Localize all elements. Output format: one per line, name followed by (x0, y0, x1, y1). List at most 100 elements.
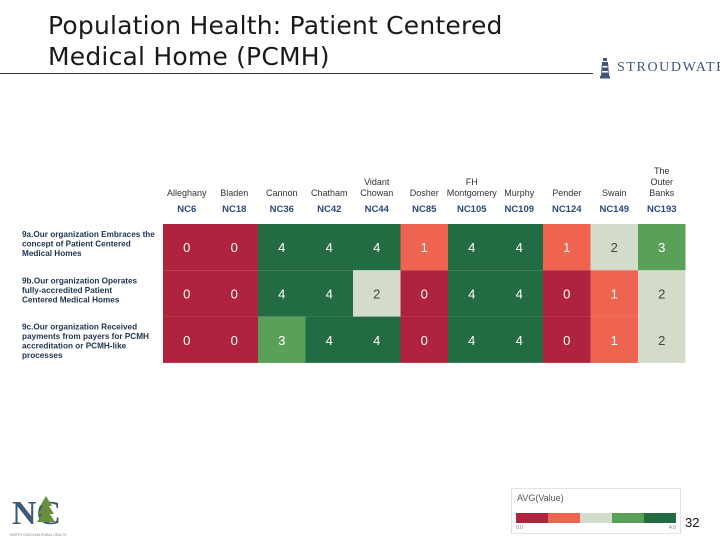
heatmap-value-r3-c3: 3 (278, 333, 285, 348)
heatmap-value-r3-c7: 4 (468, 333, 475, 348)
legend-title: AVG(Value) (517, 493, 564, 503)
heatmap-value-r3-c1: 0 (183, 333, 190, 348)
heatmap-value-r1-c6: 1 (421, 240, 428, 255)
nc-rural-health-logo: NC NORTH CAROLINA RURAL HEALTH (10, 492, 68, 543)
heatmap-value-r2-c6: 0 (421, 286, 428, 301)
heatmap-value-r2-c11: 2 (658, 286, 665, 301)
heatmap-cell-r3-c9 (543, 316, 591, 363)
legend-max-label: 4.0 (669, 525, 676, 531)
title-divider (0, 73, 593, 74)
column-name-nc193: The (654, 166, 670, 176)
heatmap-cell-r1-c10 (590, 224, 638, 271)
row-label-1: Medical Homes (22, 249, 82, 258)
heatmap-value-r1-c7: 4 (468, 240, 475, 255)
heatmap-cell-r3-c6 (400, 316, 448, 363)
row-label-3: 9c.Our organization Received (22, 323, 137, 332)
column-name-nc149: Swain (602, 188, 627, 198)
row-label-1: concept of Patient Centered (22, 240, 131, 249)
heatmap-cell-r2-c9 (543, 270, 591, 317)
slide-title-line-1: Population Health: Patient Centered (48, 11, 503, 40)
column-code-nc18: NC18 (222, 204, 246, 215)
heatmap-cell-r2-c4 (305, 270, 353, 317)
legend-swatch-0 (516, 513, 548, 523)
row-label-2: fully-accredited Patient (22, 286, 112, 295)
stroudwater-logo: STROUDWATER (598, 56, 720, 80)
heatmap-cell-r1-c1 (163, 224, 211, 271)
column-code-nc6: NC6 (177, 204, 196, 215)
heatmap-cell-r3-c7 (448, 316, 496, 363)
heatmap-value-r2-c8: 4 (516, 286, 523, 301)
column-name-nc6: Alleghany (167, 188, 207, 198)
heatmap-cell-r2-c1 (163, 270, 211, 317)
row-label-3: processes (22, 351, 63, 360)
heatmap-cell-r2-c8 (495, 270, 543, 317)
column-name-nc44: Chowan (360, 188, 393, 198)
heatmap-cell-r1-c6 (400, 224, 448, 271)
heatmap-cell-r1-c7 (448, 224, 496, 271)
legend-swatch-4 (644, 513, 676, 523)
column-code-nc105: NC105 (457, 204, 487, 215)
heatmap-value-r3-c8: 4 (516, 333, 523, 348)
row-label-2: Centered Medical Homes (22, 295, 120, 304)
heatmap-cell-r2-c3 (258, 270, 306, 317)
heatmap-value-r3-c11: 2 (658, 333, 665, 348)
heatmap-value-r2-c5: 2 (373, 286, 380, 301)
legend-swatch-3 (612, 513, 644, 523)
heatmap-cell-r3-c3 (258, 316, 306, 363)
slide-title-line-2: Medical Home (PCMH) (48, 42, 330, 71)
column-name-nc124: Pender (552, 188, 581, 198)
column-name-nc193: Outer (650, 177, 673, 187)
heatmap-value-r2-c10: 1 (611, 286, 618, 301)
heatmap-cell-r1-c2 (210, 224, 258, 271)
column-name-nc18: Bladen (220, 188, 248, 198)
heatmap-cell-r3-c2 (210, 316, 258, 363)
heatmap-cell-r3-c4 (305, 316, 353, 363)
column-code-nc85: NC85 (412, 204, 437, 215)
legend-swatch-1 (548, 513, 580, 523)
column-code-nc193: NC193 (647, 204, 677, 215)
heatmap-value-r2-c3: 4 (278, 286, 285, 301)
heatmap-value-r3-c2: 0 (231, 333, 238, 348)
slide-title: Population Health: Patient Centered Medi… (48, 10, 503, 72)
brand-name: STROUDWATER (617, 60, 720, 75)
row-label-3: accreditation or PCMH-like (22, 342, 127, 351)
page-number: 32 (685, 515, 700, 530)
heatmap-value-r3-c9: 0 (563, 333, 570, 348)
heatmap-value-r1-c9: 1 (563, 240, 570, 255)
column-name-nc105: FH (466, 177, 478, 187)
column-name-nc42: Chatham (311, 188, 348, 198)
lighthouse-icon (600, 58, 610, 79)
color-legend: AVG(Value) 0.0 4.0 (511, 488, 681, 534)
heatmap-cell-r2-c2 (210, 270, 258, 317)
heatmap-value-r2-c4: 4 (326, 286, 333, 301)
heatmap-value-r1-c4: 4 (326, 240, 333, 255)
heatmap-cell-r1-c3 (258, 224, 306, 271)
heatmap-value-r1-c10: 2 (611, 240, 618, 255)
heatmap-value-r2-c7: 4 (468, 286, 475, 301)
row-label-1: 9a.Our organization Embraces the (22, 230, 155, 239)
heatmap-value-r2-c2: 0 (231, 286, 238, 301)
heatmap-cell-r3-c8 (495, 316, 543, 363)
heatmap-cell-r2-c11 (638, 270, 686, 317)
column-code-nc44: NC44 (365, 204, 390, 215)
heatmap-cell-r3-c10 (590, 316, 638, 363)
heatmap-value-r1-c2: 0 (231, 240, 238, 255)
heatmap-cell-r1-c9 (543, 224, 591, 271)
heatmap-cell-r2-c5 (353, 270, 401, 317)
column-code-nc124: NC124 (552, 204, 582, 215)
heatmap-cell-r3-c11 (638, 316, 686, 363)
heatmap-cell-r2-c6 (400, 270, 448, 317)
heatmap-chart: Alleghany NC6 Bladen NC18 Cannon NC36 Chatham N… (22, 166, 686, 363)
heatmap-cell-r1-c5 (353, 224, 401, 271)
column-name-nc85: Dosher (410, 188, 439, 198)
heatmap-value-r3-c5: 4 (373, 333, 380, 348)
heatmap-cell-r2-c10 (590, 270, 638, 317)
column-code-nc149: NC149 (599, 204, 629, 215)
heatmap-value-r1-c11: 3 (658, 240, 665, 255)
row-label-3: payments from payers for PCMH (22, 332, 149, 341)
legend-swatch-2 (580, 513, 612, 523)
heatmap-value-r1-c1: 0 (183, 240, 190, 255)
column-name-nc109: Murphy (504, 188, 535, 198)
column-header-band (163, 200, 686, 217)
column-code-nc42: NC42 (317, 204, 341, 215)
